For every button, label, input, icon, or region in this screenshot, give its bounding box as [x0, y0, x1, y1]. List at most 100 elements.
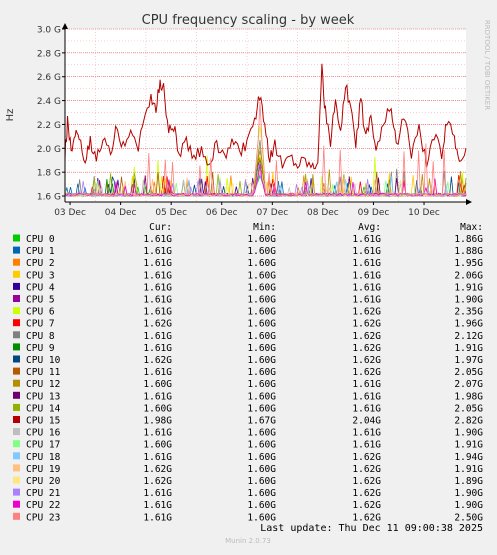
- legend-swatch: [13, 258, 20, 266]
- legend-swatch: [13, 488, 20, 496]
- legend-swatch: [13, 319, 20, 327]
- legend-swatch: [13, 452, 20, 460]
- legend-value-avg: 1.61G: [352, 234, 381, 245]
- legend-value-cur: 1.61G: [143, 428, 172, 439]
- legend-series-name: CPU 5: [26, 295, 55, 306]
- legend-value-min: 1.60G: [247, 403, 276, 414]
- legend-value-avg: 1.62G: [352, 307, 381, 318]
- x-tick-label: 05 Dec: [155, 208, 187, 218]
- legend-swatch: [13, 500, 20, 508]
- legend-swatch: [13, 307, 20, 315]
- legend-series-name: CPU 2: [26, 258, 55, 269]
- legend-value-max: 2.05G: [454, 367, 483, 378]
- legend-value-min: 1.60G: [247, 282, 276, 293]
- legend-series-name: CPU 13: [26, 391, 60, 402]
- series-line-cpu-22: [64, 164, 467, 197]
- legend-value-avg: 1.61G: [352, 270, 381, 281]
- legend-value-max: 2.82G: [454, 416, 483, 427]
- legend-column-header: Max:: [460, 222, 483, 233]
- legend-value-min: 1.60G: [247, 246, 276, 257]
- legend-value-avg: 2.04G: [352, 416, 381, 427]
- legend-value-cur: 1.62G: [143, 319, 172, 330]
- legend-table: Cur: Min: Avg: Max:CPU 0 1.61G 1.60G 1.61G 1.86…: [13, 222, 483, 523]
- legend-value-min: 1.60G: [247, 367, 276, 378]
- y-tick-label: 1.6 G: [37, 193, 61, 203]
- legend-value-cur: 1.98G: [143, 416, 172, 427]
- legend-value-max: 2.06G: [454, 270, 483, 281]
- legend-value-max: 1.86G: [454, 234, 483, 245]
- legend-value-avg: 1.61G: [352, 295, 381, 306]
- x-tick-label: 06 Dec: [206, 208, 238, 218]
- legend-value-cur: 1.61G: [143, 270, 172, 281]
- legend-value-min: 1.60G: [247, 319, 276, 330]
- legend-value-avg: 1.62G: [352, 367, 381, 378]
- last-update: Last update: Thu Dec 11 09:00:38 2025: [260, 523, 483, 534]
- legend-value-min: 1.60G: [247, 476, 276, 487]
- legend-value-min: 1.67G: [247, 416, 276, 427]
- series-line-cpu-15: [64, 63, 467, 170]
- legend-value-avg: 1.61G: [352, 403, 381, 414]
- legend-swatch: [13, 476, 20, 484]
- legend-value-cur: 1.61G: [143, 512, 172, 523]
- legend-value-cur: 1.60G: [143, 403, 172, 414]
- x-tick-label: 04 Dec: [105, 208, 137, 218]
- legend-series-name: CPU 14: [26, 403, 61, 414]
- legend-value-cur: 1.61G: [143, 452, 172, 463]
- legend-value-min: 1.60G: [247, 307, 276, 318]
- legend-value-cur: 1.61G: [143, 282, 172, 293]
- legend-value-cur: 1.61G: [143, 391, 172, 402]
- legend-series-name: CPU 20: [26, 476, 61, 487]
- legend-value-min: 1.60G: [247, 295, 276, 306]
- legend-series-name: CPU 4: [26, 282, 55, 293]
- legend-value-min: 1.60G: [247, 379, 276, 390]
- legend-column-header: Cur:: [149, 222, 172, 233]
- legend-value-min: 1.60G: [247, 500, 276, 511]
- legend-value-min: 1.60G: [247, 331, 276, 342]
- legend-value-min: 1.60G: [247, 258, 276, 269]
- legend-value-cur: 1.61G: [143, 331, 172, 342]
- legend-value-min: 1.60G: [247, 428, 276, 439]
- legend-series-name: CPU 16: [26, 428, 61, 439]
- legend-swatch: [13, 403, 20, 411]
- legend-value-avg: 1.61G: [352, 428, 381, 439]
- legend-value-avg: 1.62G: [352, 464, 381, 475]
- legend-value-min: 1.60G: [247, 343, 276, 354]
- legend-series-name: CPU 17: [26, 440, 60, 451]
- legend-value-min: 1.60G: [247, 234, 276, 245]
- legend-value-avg: 1.62G: [352, 331, 381, 342]
- legend-value-cur: 1.62G: [143, 464, 172, 475]
- legend-value-max: 1.97G: [454, 355, 483, 366]
- x-tick-label: 10 Dec: [408, 208, 440, 218]
- legend-value-min: 1.60G: [247, 488, 276, 499]
- x-axis-ticks: 03 Dec 04 Dec 05 Dec 06 Dec 07 Dec 08 Dec 09 D…: [54, 202, 440, 218]
- legend-series-name: CPU 0: [26, 234, 55, 245]
- legend-value-avg: 1.61G: [352, 440, 381, 451]
- legend-value-max: 1.91G: [454, 464, 483, 475]
- legend-value-max: 1.94G: [454, 452, 483, 463]
- chart-title: CPU frequency scaling - by week: [142, 13, 355, 28]
- y-tick-label: 3.0 G: [37, 26, 61, 36]
- y-tick-label: 2.0 G: [37, 145, 61, 155]
- legend-value-avg: 1.61G: [352, 282, 381, 293]
- legend-value-max: 2.35G: [454, 307, 483, 318]
- legend-series-name: CPU 10: [26, 355, 61, 366]
- legend-value-max: 1.89G: [454, 476, 483, 487]
- rrdtool-watermark: RRDTOOL / TOBI OETIKER: [483, 20, 491, 110]
- series-line-cpu-23: [64, 101, 467, 198]
- legend-value-cur: 1.61G: [143, 246, 172, 257]
- legend-value-avg: 1.61G: [352, 258, 381, 269]
- legend-swatch: [13, 464, 20, 472]
- legend-value-avg: 1.62G: [352, 512, 381, 523]
- legend-value-cur: 1.60G: [143, 379, 172, 390]
- legend-value-cur: 1.61G: [143, 258, 172, 269]
- legend-value-min: 1.60G: [247, 464, 276, 475]
- x-tick-label: 09 Dec: [358, 208, 390, 218]
- legend-swatch: [13, 270, 20, 278]
- legend-value-max: 1.91G: [454, 282, 483, 293]
- x-axis-arrow: [466, 199, 472, 205]
- legend-value-avg: 1.61G: [352, 379, 381, 390]
- legend-value-avg: 1.61G: [352, 391, 381, 402]
- legend-value-cur: 1.60G: [143, 440, 172, 451]
- legend-value-max: 1.90G: [454, 500, 483, 511]
